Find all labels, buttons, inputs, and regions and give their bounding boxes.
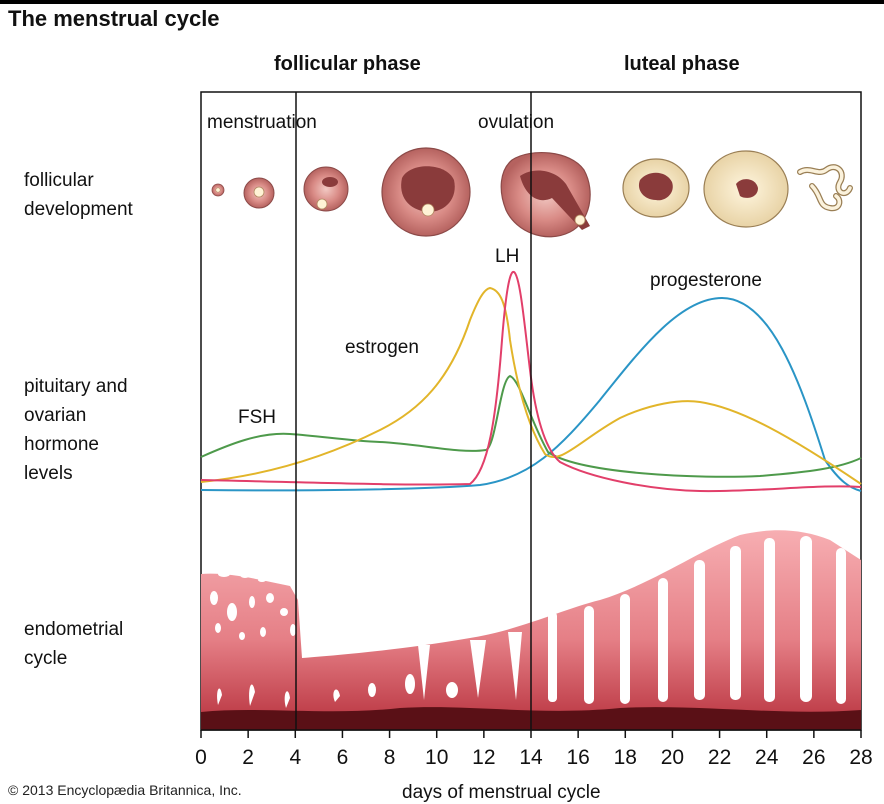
x-tick-label: 28 [849,746,872,769]
lh-curve [200,271,862,493]
ovulation-label: ovulation [478,112,555,133]
x-tick-label: 14 [519,746,543,769]
x-tick-label: 12 [472,746,495,769]
follicular-phase-label: follicular phase [274,53,421,75]
ruptured-follicle-icon [500,151,591,238]
top-rule [0,0,884,4]
x-axis-ticks: 0 2 4 6 8 10 12 14 16 18 20 22 24 26 28 [195,730,873,769]
page-title: The menstrual cycle [8,6,220,31]
early-corpus-luteum-icon [622,158,690,218]
x-tick-label: 4 [289,746,301,769]
x-tick-label: 26 [802,746,825,769]
x-tick-label: 24 [755,746,779,769]
x-tick-label: 22 [708,746,731,769]
corpus-albicans-highlight [798,165,852,210]
primary-follicle-icon [243,177,275,209]
x-tick-label: 18 [614,746,637,769]
x-tick-label: 16 [566,746,589,769]
copyright-notice: © 2013 Encyclopædia Britannica, Inc. [8,782,242,798]
x-tick-label: 6 [337,746,349,769]
fsh-curve [200,374,862,478]
estrogen-curve [200,286,862,485]
menstruation-label: menstruation [207,112,317,133]
x-tick-label: 20 [661,746,684,769]
progesterone-curve [200,296,862,492]
hormone-levels-label: pituitary and ovarian hormone levels [24,376,128,484]
x-tick-label: 0 [195,746,207,769]
secondary-follicle-icon [303,166,349,212]
lh-label: LH [493,246,522,268]
primordial-follicle-icon [211,183,225,197]
follicular-development [211,147,853,238]
endometrial-cycle-label: endometrial cycle [24,619,124,669]
x-tick-label: 8 [384,746,396,769]
luteal-phase-label: luteal phase [624,53,740,75]
corpus-luteum-icon [703,150,789,228]
antral-follicle-icon [381,147,471,237]
progesterone-label: progesterone [650,270,762,291]
x-axis-label: days of menstrual cycle [402,782,601,803]
x-tick-label: 2 [242,746,254,769]
fsh-label: FSH [238,407,276,428]
estrogen-label: estrogen [345,337,419,358]
follicular-development-label: follicular development [24,170,133,220]
x-tick-label: 10 [425,746,448,769]
